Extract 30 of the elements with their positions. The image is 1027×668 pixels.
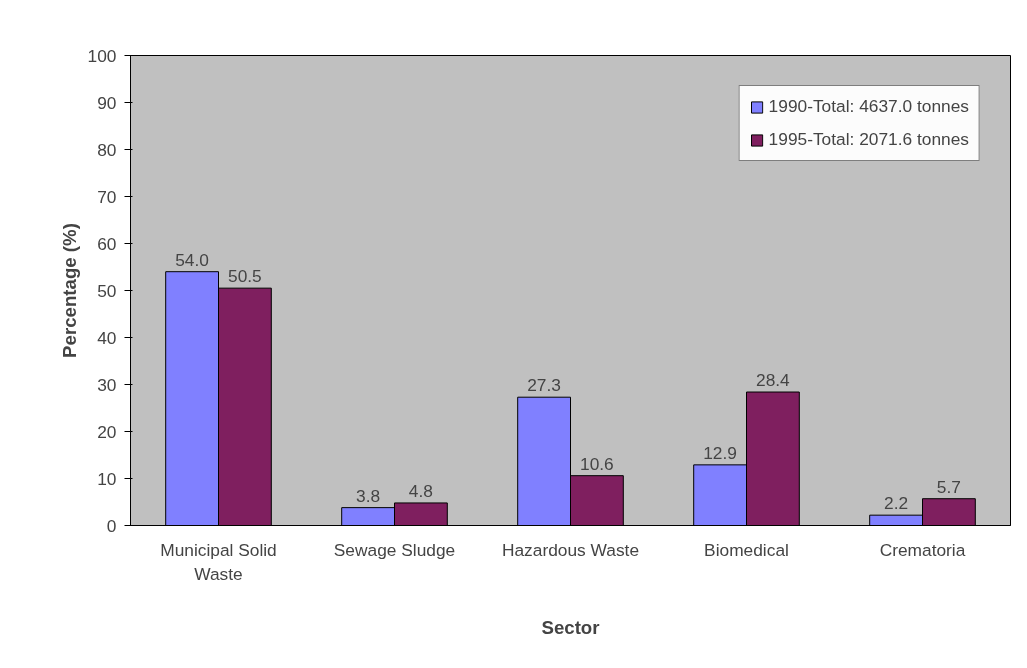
y-tick-label: 30 [97,374,117,395]
data-label: 10.6 [580,453,614,474]
y-tick-label: 50 [97,280,117,301]
data-label: 4.8 [408,480,433,501]
legend-label: 1995-Total: 2071.6 tonnes [768,129,969,150]
data-label: 28.4 [756,370,791,391]
data-label: 50.5 [228,266,262,287]
y-tick-label: 70 [97,186,117,207]
y-tick-label: 90 [97,92,117,113]
data-label: 5.7 [936,476,961,497]
y-tick-label: 40 [97,327,117,348]
x-tick-label: Crematoria [879,539,966,560]
x-tick-label: Hazardous Waste [501,539,640,560]
y-tick-label: 100 [87,45,117,66]
data-label: 12.9 [703,442,737,463]
x-tick-label: Sewage Sludge [333,539,456,560]
x-tick-label: Biomedical [704,539,789,560]
y-tick-label: 80 [97,139,117,160]
data-label: 3.8 [356,485,381,506]
y-tick-label: 20 [97,421,117,442]
y-axis-title: Percentage (%) [58,223,80,358]
legend-label: 1990-Total: 4637.0 tonnes [768,96,969,117]
y-tick-label: 60 [97,233,117,254]
data-label: 54.0 [175,249,209,270]
x-axis-title: Sector [541,616,600,638]
data-label: 27.3 [527,375,561,396]
y-tick-label: 0 [106,515,117,536]
y-tick-label: 10 [97,468,117,489]
x-tick-label: Municipal Solid Waste [160,539,277,584]
data-label: 2.2 [884,493,909,514]
